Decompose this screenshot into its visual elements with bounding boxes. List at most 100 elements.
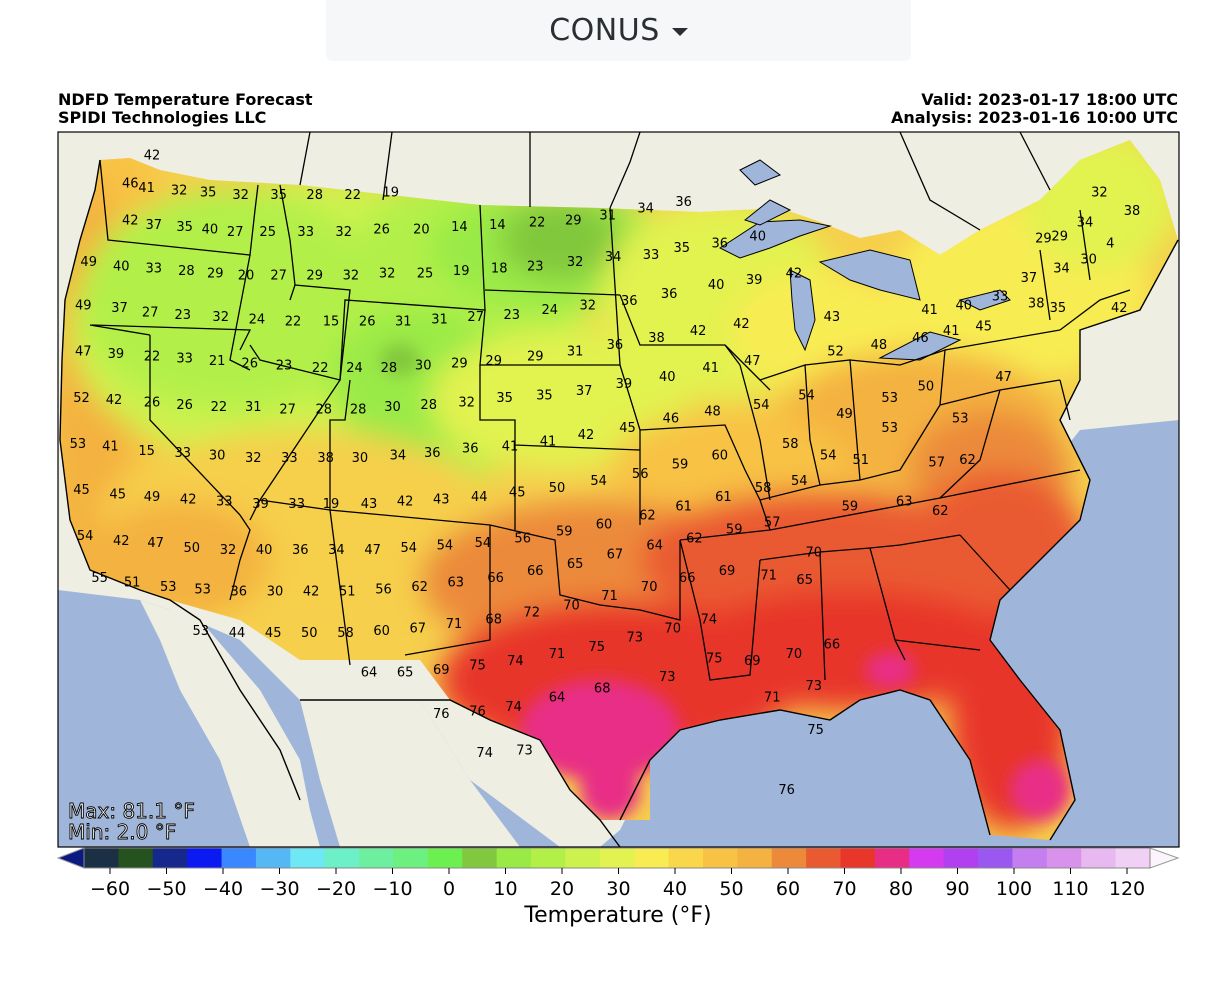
station-value: 41 — [702, 361, 719, 376]
station-value: 51 — [124, 575, 141, 590]
station-value: 42 — [303, 585, 320, 600]
map-frame — [57, 131, 1180, 848]
station-value: 56 — [632, 467, 649, 482]
colorbar-swatch — [324, 848, 360, 868]
station-value: 33 — [288, 497, 305, 512]
station-value: 23 — [504, 308, 521, 323]
colorbar-tick-label: 120 — [1109, 878, 1145, 900]
station-value: 68 — [594, 682, 611, 697]
station-value: 59 — [672, 458, 689, 473]
station-value: 36 — [621, 294, 638, 309]
station-value: 40 — [708, 278, 725, 293]
station-value: 32 — [212, 310, 229, 325]
colorbar-swatch — [359, 848, 394, 868]
colorbar-swatch — [1012, 848, 1048, 868]
station-value: 14 — [451, 220, 468, 235]
region-selector[interactable]: CONUS — [326, 0, 911, 61]
station-value: 49 — [836, 407, 853, 422]
station-value: 71 — [549, 647, 566, 662]
station-value: 26 — [144, 396, 161, 411]
station-value: 35 — [200, 186, 217, 201]
station-value: 73 — [806, 679, 823, 694]
colorbar-tick-label: 40 — [663, 878, 687, 900]
colorbar-swatch — [496, 848, 532, 868]
station-value: 56 — [375, 582, 392, 597]
map-header-left: NDFD Temperature Forecast SPIDI Technolo… — [58, 91, 313, 127]
station-value: 42 — [1111, 301, 1128, 316]
colorbar-swatch — [978, 848, 1013, 868]
station-value: 76 — [469, 705, 486, 720]
colorbar-swatch — [565, 848, 601, 868]
station-value: 46 — [122, 176, 139, 191]
station-value: 69 — [433, 663, 450, 678]
station-value: 34 — [1077, 216, 1094, 231]
station-value: 62 — [411, 580, 428, 595]
station-value: 19 — [453, 264, 470, 279]
station-value: 37 — [111, 301, 128, 316]
station-value: 29 — [1035, 232, 1052, 247]
station-value: 19 — [382, 186, 399, 201]
station-value: 28 — [316, 402, 333, 417]
station-value: 27 — [142, 306, 159, 321]
station-value: 71 — [760, 569, 777, 584]
station-value: 21 — [209, 354, 226, 369]
station-value: 49 — [80, 255, 97, 270]
station-value: 29 — [485, 354, 502, 369]
station-value: 76 — [778, 783, 795, 798]
station-value: 30 — [209, 449, 226, 464]
canada-borders — [299, 132, 1051, 231]
station-value: 44 — [229, 626, 246, 641]
station-value: 64 — [361, 665, 378, 680]
station-value: 34 — [328, 543, 345, 558]
station-value: 24 — [346, 361, 363, 376]
station-value: 55 — [91, 571, 108, 586]
station-value: 38 — [317, 451, 334, 466]
station-value: 30 — [384, 400, 401, 415]
station-value: 48 — [871, 338, 888, 353]
colorbar-swatch — [634, 848, 670, 868]
station-value: 36 — [607, 338, 624, 353]
colorbar-tick-label: 50 — [719, 878, 743, 900]
station-value: 40 — [113, 259, 130, 274]
station-value: 62 — [686, 532, 703, 547]
station-value: 63 — [896, 495, 913, 510]
station-value: 29 — [207, 266, 224, 281]
station-value: 39 — [108, 347, 125, 362]
station-value: 43 — [824, 310, 841, 325]
colorbar-tick-label: 90 — [945, 878, 969, 900]
station-value: 32 — [245, 451, 262, 466]
station-value: 35 — [674, 241, 691, 256]
station-value: 66 — [824, 638, 841, 653]
station-value: 74 — [476, 746, 493, 761]
caret-down-icon[interactable] — [671, 27, 688, 36]
station-value: 22 — [529, 216, 546, 231]
station-value: 61 — [675, 499, 692, 514]
station-value: 49 — [75, 299, 92, 314]
station-value: 46 — [663, 412, 680, 427]
station-value: 35 — [1050, 301, 1067, 316]
station-value: 38 — [1028, 296, 1045, 311]
colorbar: −60 −50 −40 −30 −20 −10 0 10 20 30 40 50 60 70 80 90 100… — [56, 847, 1180, 900]
colorbar-tick-label: 80 — [889, 878, 913, 900]
station-value: 31 — [431, 312, 448, 327]
station-value: 36 — [424, 446, 441, 461]
station-value: 47 — [364, 543, 381, 558]
station-value: 51 — [339, 585, 356, 600]
state-borders — [89, 159, 1131, 681]
colorbar-swatch — [427, 848, 463, 868]
station-value: 36 — [712, 236, 729, 251]
station-value: 50 — [184, 541, 201, 556]
station-value: 20 — [413, 223, 430, 238]
station-value: 75 — [469, 658, 486, 673]
station-value: 32 — [335, 225, 352, 240]
colorbar-tick-label: −50 — [146, 878, 186, 900]
station-value: 34 — [1053, 262, 1070, 277]
station-value: 39 — [746, 273, 763, 288]
station-value: 4 — [1106, 236, 1114, 251]
station-value: 32 — [232, 188, 249, 203]
colorbar-tick-label: 60 — [776, 878, 800, 900]
station-value: 66 — [679, 571, 696, 586]
colorbar-tick-label: 30 — [606, 878, 630, 900]
colorbar-tick-label: −20 — [316, 878, 356, 900]
